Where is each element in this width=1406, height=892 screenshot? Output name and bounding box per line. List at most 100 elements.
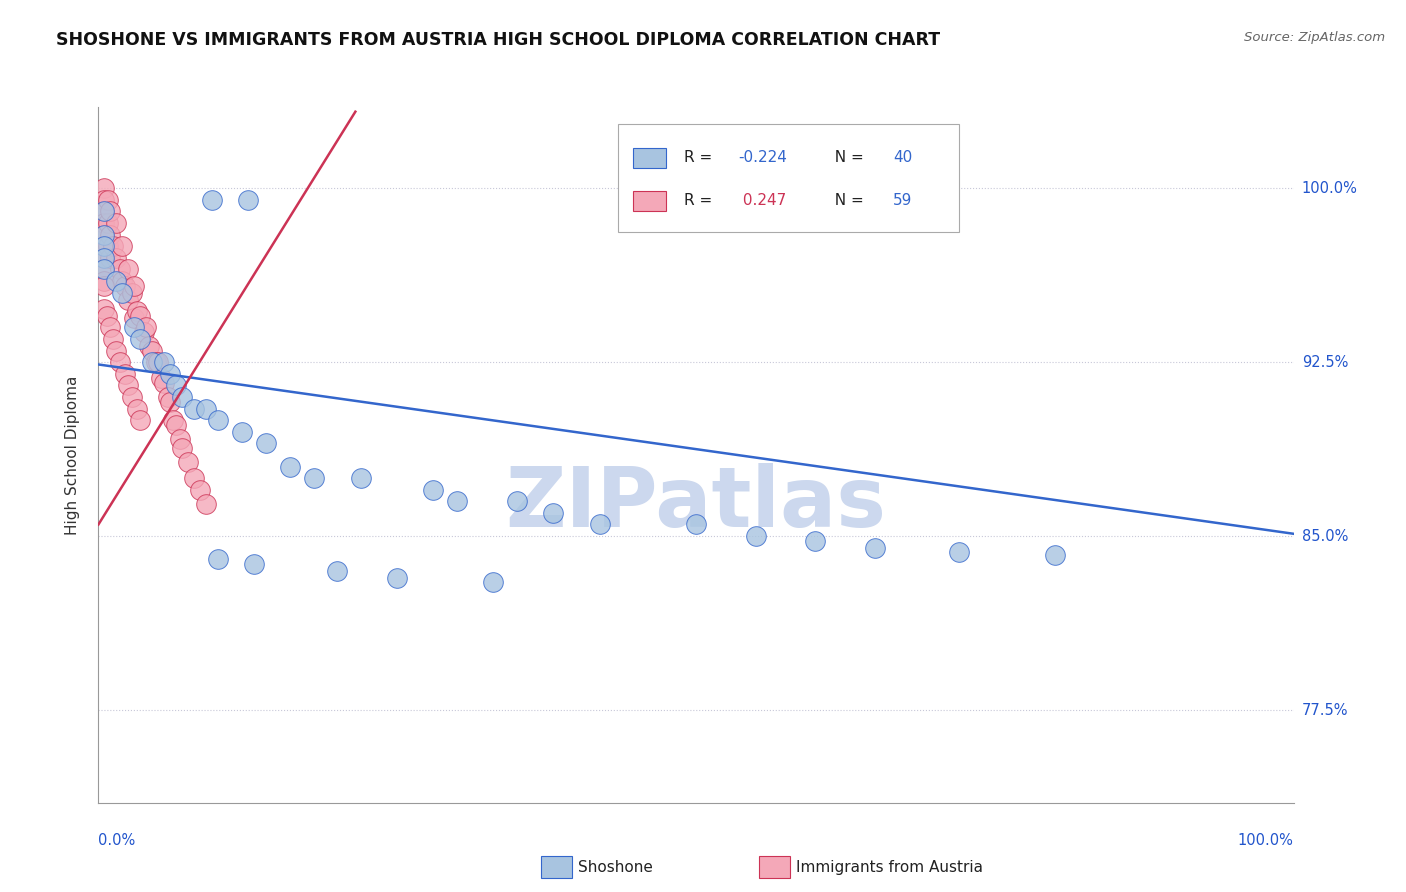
Point (863, 541, 886, 555)
Point (98, 204, 122, 219)
Point (111, 285, 134, 300)
Text: Immigrants from Austria: Immigrants from Austria (796, 860, 983, 874)
Point (254, 436, 277, 450)
Point (162, 413, 184, 427)
Text: Shoshone: Shoshone (578, 860, 652, 874)
Point (93, 204, 115, 219)
Point (93, 204, 115, 219)
Point (93, 301, 115, 316)
FancyBboxPatch shape (619, 124, 959, 232)
Point (141, 343, 163, 358)
Point (93, 262, 115, 277)
Point (114, 367, 136, 381)
Point (481, 575, 505, 590)
Point (135, 320, 157, 334)
Point (422, 483, 444, 497)
Text: 85.0%: 85.0% (1302, 529, 1348, 543)
Point (177, 455, 200, 469)
Point (302, 471, 325, 485)
Point (159, 394, 181, 409)
Point (93, 251, 115, 265)
Text: 0.0%: 0.0% (98, 833, 135, 848)
Point (108, 355, 131, 369)
Point (194, 401, 217, 416)
Point (93, 193, 115, 207)
Point (117, 378, 139, 392)
Text: 100.0%: 100.0% (1302, 181, 1358, 195)
Text: ZIPatlas: ZIPatlas (506, 463, 886, 544)
Point (121, 390, 143, 404)
Text: N =: N = (825, 151, 869, 165)
Point (149, 371, 172, 385)
Point (105, 216, 128, 230)
Point (98, 251, 122, 265)
Point (111, 239, 134, 253)
Point (589, 517, 612, 532)
Point (278, 459, 301, 474)
Point (153, 355, 176, 369)
Point (129, 309, 152, 323)
Point (93, 274, 115, 288)
Point (124, 278, 146, 293)
Point (1043, 548, 1066, 562)
Bar (633, 191, 666, 211)
Text: Source: ZipAtlas.com: Source: ZipAtlas.com (1244, 31, 1385, 45)
Text: 40: 40 (893, 151, 912, 165)
Point (350, 471, 373, 485)
Point (385, 571, 409, 585)
Point (93, 251, 115, 265)
Point (121, 285, 143, 300)
Point (114, 278, 136, 293)
Point (93, 216, 115, 230)
Point (125, 401, 148, 416)
Point (446, 494, 468, 508)
Point (201, 193, 224, 207)
Point (97, 239, 120, 253)
Point (506, 494, 529, 508)
Point (124, 320, 146, 334)
Point (148, 355, 170, 369)
Point (183, 401, 205, 416)
Point (93, 262, 115, 277)
Point (165, 378, 187, 392)
Point (183, 471, 205, 485)
Point (159, 367, 181, 381)
Bar (633, 148, 666, 168)
Point (101, 239, 124, 253)
Point (132, 325, 155, 339)
Point (93, 227, 115, 242)
Point (111, 274, 134, 288)
Point (138, 339, 160, 353)
Point (93, 181, 115, 195)
Point (804, 533, 827, 548)
Point (97, 193, 120, 207)
Point (93, 239, 115, 253)
Point (98, 227, 122, 242)
Point (117, 293, 139, 307)
Point (188, 483, 211, 497)
Point (156, 390, 179, 404)
Text: 77.5%: 77.5% (1302, 703, 1348, 717)
Point (108, 262, 131, 277)
Point (169, 432, 191, 446)
Point (98, 320, 122, 334)
Text: -0.224: -0.224 (738, 151, 787, 165)
Text: N =: N = (825, 194, 869, 209)
Point (129, 413, 152, 427)
Point (145, 355, 167, 369)
Point (93, 239, 115, 253)
Point (129, 332, 152, 346)
Point (125, 304, 148, 318)
Point (96, 309, 118, 323)
Point (141, 355, 163, 369)
Text: 100.0%: 100.0% (1237, 833, 1294, 848)
Point (243, 557, 266, 571)
Point (745, 529, 768, 543)
Point (194, 497, 217, 511)
Point (207, 413, 229, 427)
Point (153, 376, 176, 390)
Point (124, 311, 146, 326)
Text: R =: R = (685, 151, 717, 165)
Point (685, 517, 707, 532)
Point (117, 262, 139, 277)
